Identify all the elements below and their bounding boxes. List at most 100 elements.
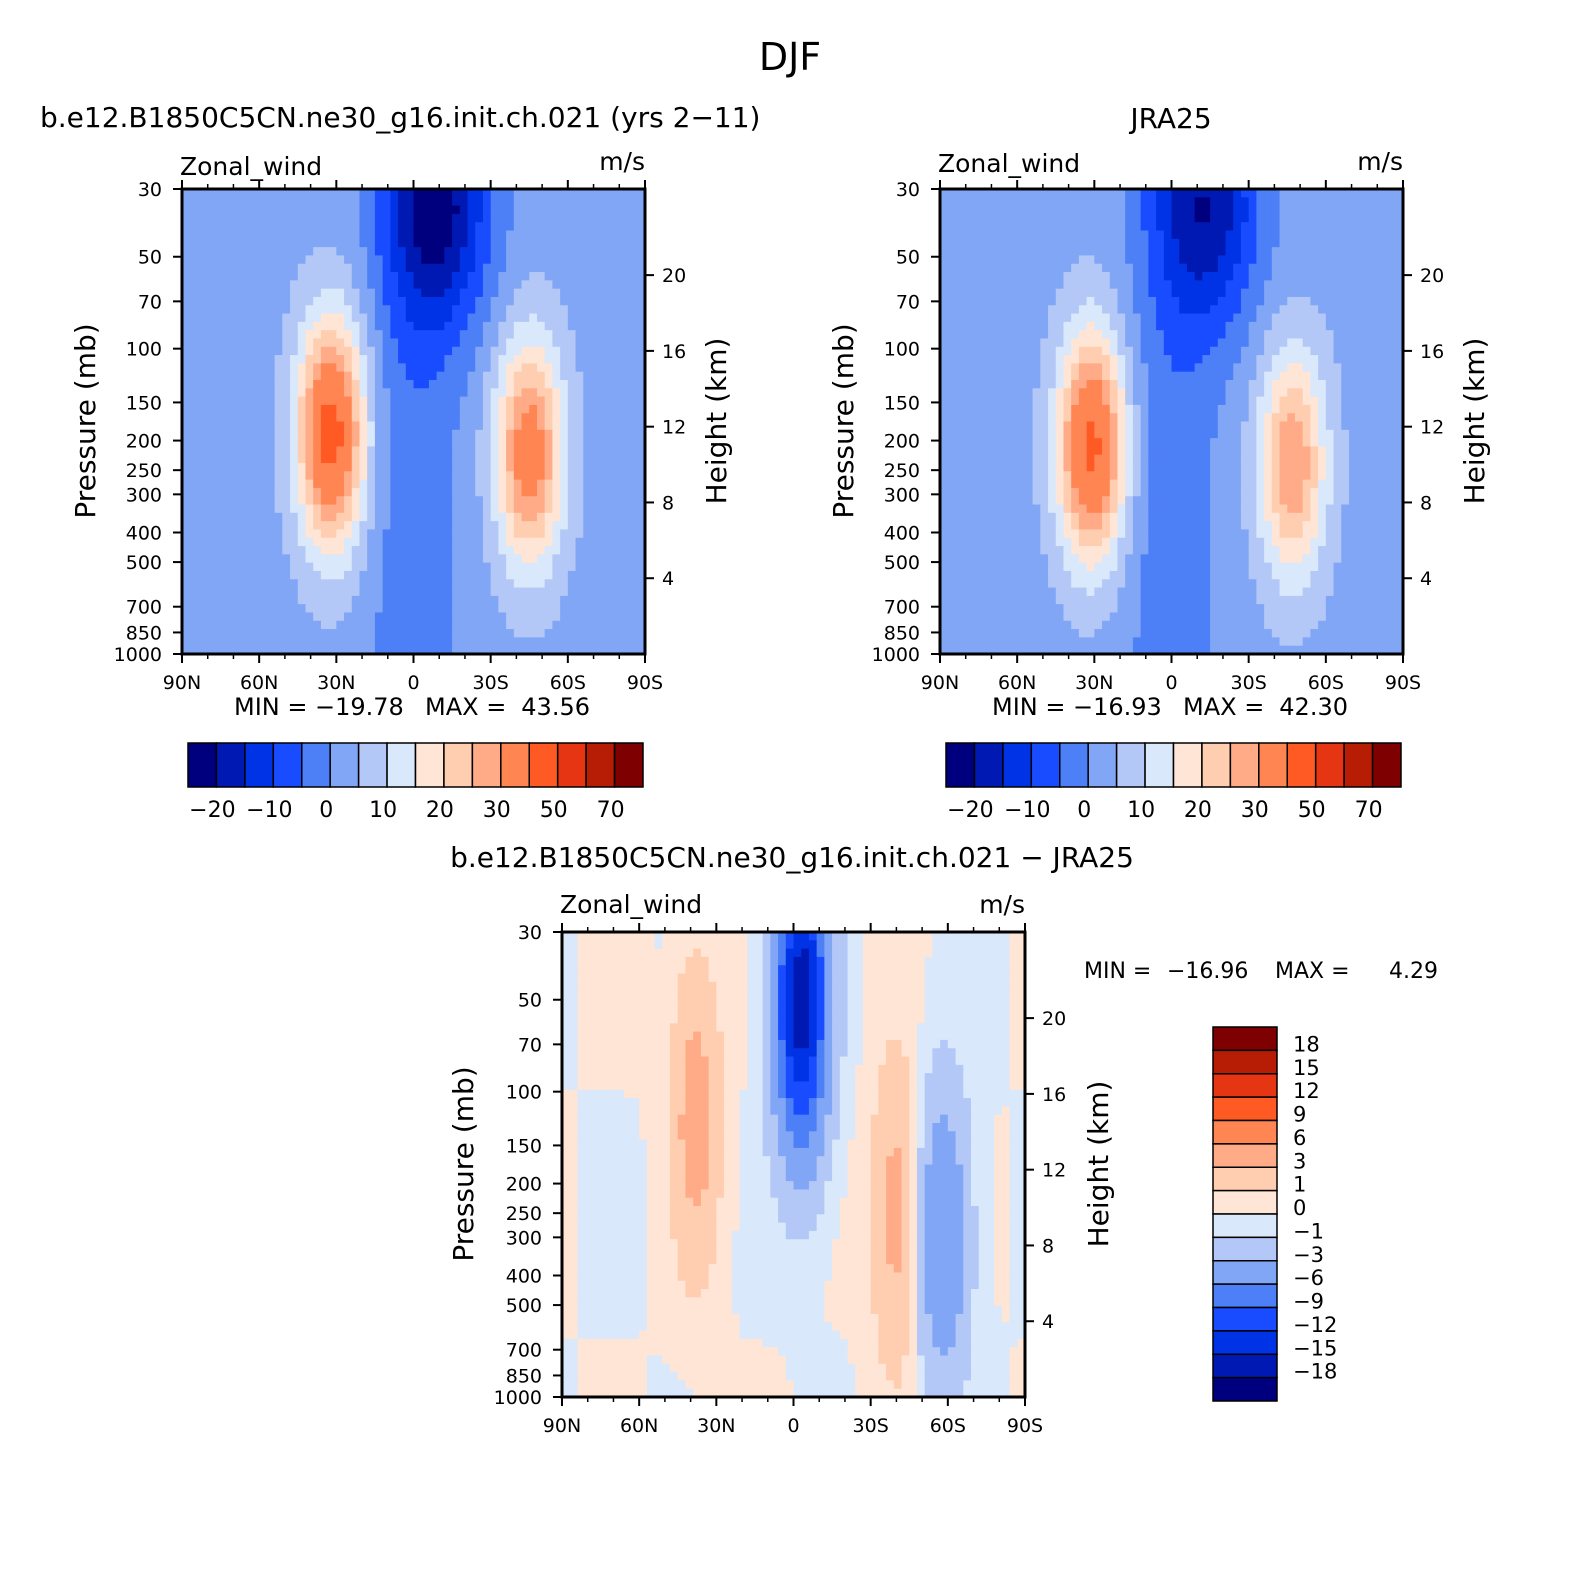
contour-cell	[367, 554, 376, 564]
contour-cell	[359, 645, 368, 654]
contour-cell	[567, 438, 577, 448]
contour-cell	[529, 379, 538, 389]
contour-cell	[398, 321, 407, 331]
contour-cell	[220, 355, 229, 364]
contour-cell	[955, 255, 964, 265]
contour-cell	[621, 521, 631, 531]
panel-model-x-axis: 90N 60N 30N 0 30S 60S 90S	[163, 180, 663, 694]
contour-cell	[320, 587, 330, 597]
contour-cell	[498, 629, 507, 638]
contour-cell	[197, 346, 206, 356]
contour-cell	[274, 321, 283, 331]
contour-cell	[436, 396, 445, 406]
contour-cell	[313, 521, 322, 531]
contour-cell	[382, 512, 391, 522]
contour-cell	[1233, 213, 1242, 223]
contour-cell	[590, 413, 600, 423]
contour-cell	[637, 346, 645, 356]
contour-cell	[390, 288, 399, 298]
contour-cell	[1217, 238, 1227, 248]
contour-cell	[251, 313, 260, 323]
contour-cell	[978, 371, 987, 381]
contour-cell	[274, 404, 283, 414]
contour-cell	[1048, 305, 1057, 315]
contour-cell	[482, 438, 492, 448]
contour-cell	[1279, 255, 1288, 265]
contour-cell	[1310, 205, 1319, 215]
contour-cell	[598, 504, 608, 514]
contour-cell	[282, 554, 291, 564]
contour-cell	[1032, 213, 1041, 223]
contour-cell	[1102, 313, 1111, 323]
contour-cell	[575, 454, 584, 464]
contour-cell	[351, 213, 361, 223]
contour-cell	[1240, 379, 1250, 389]
contour-cell	[452, 496, 461, 506]
contour-cell	[1163, 379, 1173, 389]
contour-cell	[1271, 321, 1281, 331]
contour-cell	[955, 338, 964, 348]
contour-cell	[629, 537, 638, 547]
contour-cell	[1017, 305, 1026, 315]
contour-cell	[1086, 205, 1095, 215]
contour-cell	[344, 288, 353, 298]
contour-cell	[1233, 346, 1242, 356]
contour-cell	[1310, 313, 1319, 323]
contour-cell	[1310, 288, 1319, 298]
contour-cell	[978, 388, 987, 398]
contour-cell	[1094, 280, 1103, 290]
contour-cell	[336, 305, 345, 315]
contour-cell	[970, 313, 980, 323]
contour-cell	[305, 429, 314, 439]
contour-cell	[598, 595, 608, 605]
contour-cell	[521, 554, 530, 564]
contour-cell	[560, 496, 569, 506]
contour-cell	[351, 537, 361, 547]
contour-cell	[583, 587, 592, 597]
contour-cell	[421, 338, 430, 348]
contour-cell	[590, 471, 600, 481]
contour-cell	[1186, 355, 1196, 364]
contour-cell	[220, 471, 229, 481]
contour-cell	[513, 512, 523, 522]
contour-cell	[305, 396, 314, 406]
contour-cell	[1071, 272, 1080, 281]
contour-cell	[220, 421, 229, 431]
contour-cell	[1071, 238, 1080, 248]
contour-cell	[428, 247, 438, 257]
contour-cell	[328, 238, 337, 248]
contour-cell	[521, 595, 530, 605]
contour-cell	[614, 313, 623, 323]
contour-cell	[1017, 238, 1026, 248]
contour-cell	[367, 355, 376, 364]
contour-cell	[344, 346, 353, 356]
colorbar-box	[414, 742, 445, 788]
contour-cell	[1055, 189, 1065, 198]
contour-cell	[590, 363, 600, 373]
contour-cell	[1163, 230, 1173, 240]
contour-cell	[947, 396, 957, 406]
contour-cell	[490, 620, 499, 630]
contour-cell	[182, 413, 191, 423]
contour-cell	[320, 604, 330, 614]
contour-cell	[421, 230, 430, 240]
contour-cell	[236, 562, 245, 572]
contour-cell	[305, 421, 314, 431]
contour-cell	[382, 330, 391, 340]
contour-cell	[1225, 330, 1234, 340]
contour-cell	[1109, 379, 1119, 389]
contour-cell	[243, 413, 253, 423]
contour-cell	[1032, 205, 1041, 215]
contour-cell	[367, 272, 376, 281]
contour-cell	[1009, 355, 1018, 364]
contour-cell	[305, 454, 314, 464]
contour-cell	[1024, 238, 1034, 248]
contour-cell	[251, 355, 260, 364]
contour-cell	[1102, 346, 1111, 356]
contour-cell	[336, 363, 345, 373]
contour-cell	[220, 404, 229, 414]
contour-cell	[328, 255, 337, 265]
contour-cell	[1279, 355, 1288, 364]
contour-cell	[382, 205, 391, 215]
